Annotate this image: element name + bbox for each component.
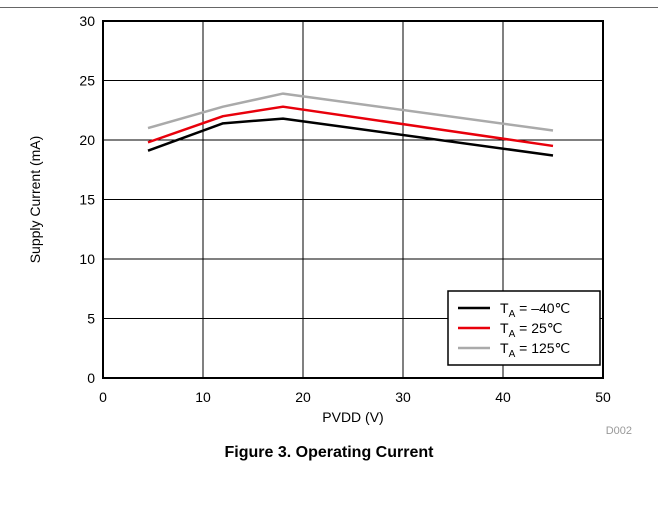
- y-tick-label: 15: [79, 192, 95, 208]
- y-axis-label: Supply Current (mA): [27, 136, 43, 264]
- chart: 0 10 20 30 40 50 0 5 10 15 20 25 30 PVDD (V) Supply …: [27, 13, 632, 437]
- series-line-2: [147, 105, 554, 148]
- legend-label: TA = 25℃: [500, 320, 562, 340]
- y-tick-label: 20: [79, 132, 95, 148]
- x-tick-label: 20: [295, 389, 311, 405]
- legend-label: TA = –40℃: [500, 300, 570, 320]
- y-tick-label: 30: [79, 13, 95, 29]
- figure-caption: Figure 3. Operating Current: [224, 444, 434, 461]
- x-tick-label: 40: [495, 389, 511, 405]
- series-line-3: [147, 92, 554, 132]
- y-tick-label: 5: [87, 311, 95, 327]
- top-rule: [0, 7, 658, 8]
- figure-code: D002: [606, 425, 632, 437]
- x-axis-label: PVDD (V): [322, 409, 383, 425]
- series-line-1: [147, 117, 554, 157]
- x-tick-label: 30: [395, 389, 411, 405]
- legend: TA = –40℃TA = 25℃TA = 125℃: [447, 290, 601, 366]
- y-tick-label: 0: [87, 370, 95, 386]
- y-tick-label: 25: [79, 73, 95, 89]
- x-tick-label: 0: [99, 389, 107, 405]
- tick-labels: 0 10 20 30 40 50 0 5 10 15 20 25 30: [79, 13, 611, 405]
- x-tick-label: 50: [595, 389, 611, 405]
- plot-frame: [102, 20, 604, 379]
- legend-label: TA = 125℃: [500, 340, 570, 360]
- series-lines: [147, 92, 554, 157]
- x-tick-label: 10: [195, 389, 211, 405]
- y-tick-label: 10: [79, 251, 95, 267]
